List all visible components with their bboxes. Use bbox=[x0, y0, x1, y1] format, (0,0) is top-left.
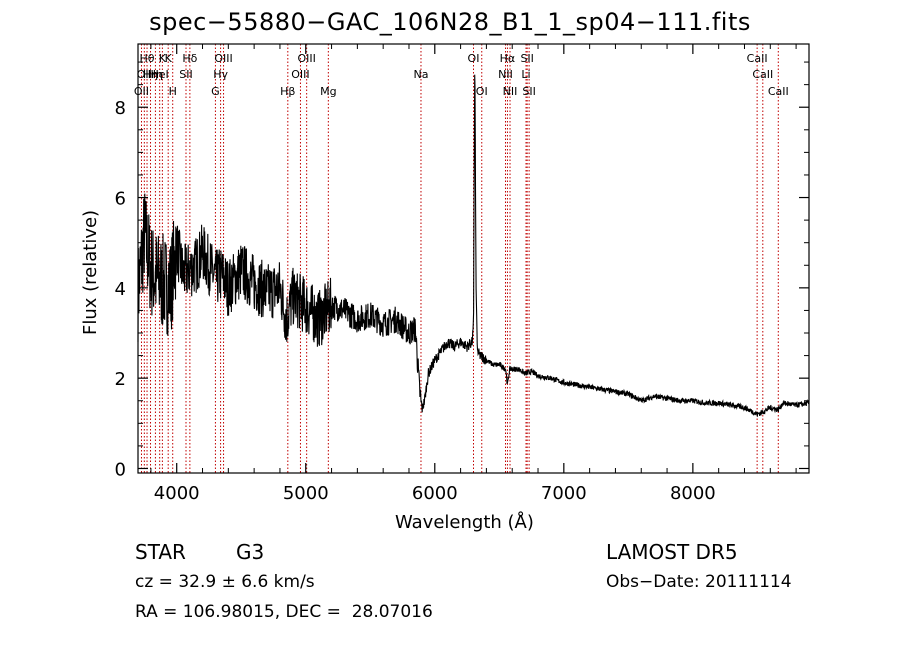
spectral-line-label: OII bbox=[134, 85, 149, 98]
axes: 4000 5000 6000 7000 8000 0 2 4 6 8 bbox=[115, 44, 809, 504]
spectral-line-label: Hβ bbox=[280, 85, 295, 98]
spectral-line-label: OI bbox=[468, 52, 480, 65]
spectral-line-label: OII bbox=[137, 68, 152, 81]
spectral-line-label: Na bbox=[413, 68, 428, 81]
spectral-line-label: Mg bbox=[320, 85, 336, 98]
spectral-line-label: OIII bbox=[297, 52, 315, 65]
spectral-line-label: G bbox=[211, 85, 220, 98]
redshift-text: cz = 32.9 ± 6.6 km/s bbox=[135, 572, 315, 592]
spectral-line-label: K bbox=[165, 52, 173, 65]
spectral-line-label: Hγ bbox=[213, 68, 228, 81]
survey-label: LAMOST DR5 bbox=[606, 540, 738, 564]
spectral-line-label: SII bbox=[179, 68, 192, 81]
spectral-line-label: NII bbox=[503, 85, 518, 98]
spectrum-line bbox=[137, 74, 810, 418]
obs-date-text: Obs−Date: 20111114 bbox=[606, 572, 792, 592]
y-tick-label: 8 bbox=[115, 98, 126, 119]
spectral-line-markers bbox=[140, 44, 779, 473]
spectral-line-label: Li bbox=[521, 68, 530, 81]
y-axis-label: Flux (relative) bbox=[80, 209, 101, 335]
object-class: STAR bbox=[135, 540, 186, 564]
x-tick-label: 5000 bbox=[283, 483, 329, 504]
x-tick-label: 4000 bbox=[154, 483, 200, 504]
spectral-line-label: OIII bbox=[291, 68, 309, 81]
x-tick-label: 7000 bbox=[541, 483, 587, 504]
coordinates-text: RA = 106.98015, DEC = 28.07016 bbox=[135, 602, 433, 622]
plot-frame bbox=[137, 43, 810, 474]
spectral-line-label: OI bbox=[476, 85, 488, 98]
spectral-line-label: CaII bbox=[752, 68, 773, 81]
x-tick-label: 6000 bbox=[412, 483, 458, 504]
y-tick-label: 0 bbox=[115, 459, 126, 480]
spectral-line-label: Hδ bbox=[182, 52, 197, 65]
x-axis-label: Wavelength (Å) bbox=[395, 512, 534, 533]
spectral-line-label: Hα bbox=[500, 52, 516, 65]
spectrum-series bbox=[137, 74, 810, 418]
spectral-line-label: K bbox=[159, 52, 167, 65]
spectral-line-label: Hθ bbox=[140, 52, 155, 65]
spectral-line-label: HeI bbox=[151, 68, 169, 81]
x-tick-label: 8000 bbox=[670, 483, 716, 504]
spectral-line-label: OIII bbox=[214, 52, 232, 65]
chart-title: spec−55880−GAC_106N28_B1_1_sp04−111.fits bbox=[149, 8, 751, 36]
spectral-line-label: Hη bbox=[148, 68, 163, 81]
spectral-line-label: SII bbox=[522, 85, 535, 98]
y-tick-label: 4 bbox=[115, 279, 126, 300]
spectral-line-labels: OIIOIIHθHηHηHeIKKHSIIHδGHγOIIIHβOIIIOIII… bbox=[134, 52, 789, 98]
spectral-line-label: Hη bbox=[143, 68, 158, 81]
y-tick-label: 2 bbox=[115, 369, 126, 390]
spectral-line-label: H bbox=[169, 85, 177, 98]
spectral-line-label: CaII bbox=[747, 52, 768, 65]
y-tick-label: 6 bbox=[115, 189, 126, 210]
object-subclass: G3 bbox=[236, 540, 265, 564]
spectral-line-label: NII bbox=[498, 68, 513, 81]
spectral-line-label: CaII bbox=[768, 85, 789, 98]
spectral-line-label: SII bbox=[520, 52, 533, 65]
